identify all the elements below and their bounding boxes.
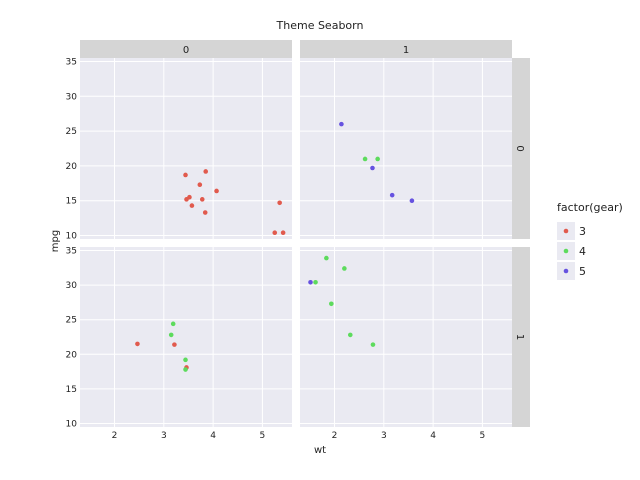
x-tick-label: 3 (161, 431, 167, 441)
legend-title: factor(gear) (557, 201, 623, 214)
data-point (277, 200, 282, 206)
data-point (272, 230, 278, 236)
y-tick-label: 35 (66, 57, 77, 67)
x-tick-label: 3 (381, 431, 387, 441)
row-strip (512, 58, 530, 239)
legend-marker (563, 268, 569, 274)
y-tick-label: 35 (66, 246, 77, 256)
data-point (329, 301, 334, 307)
data-point (214, 188, 219, 194)
column-strip-label: 0 (183, 45, 189, 56)
row-strip (512, 247, 530, 427)
data-point (183, 172, 188, 178)
data-point (308, 280, 313, 285)
column-strip (300, 40, 512, 58)
panel-background (300, 247, 512, 427)
x-tick-label: 5 (480, 431, 486, 441)
panel-background (300, 58, 512, 239)
x-tick-label: 5 (260, 431, 266, 441)
y-tick-label: 10 (66, 420, 78, 430)
x-tick-label: 4 (210, 431, 216, 441)
data-point (342, 266, 347, 271)
data-point (362, 156, 368, 162)
row-strip-label: 0 (514, 145, 525, 151)
data-point (187, 194, 192, 200)
row-strip-label: 1 (514, 334, 525, 340)
y-tick-label: 30 (66, 92, 78, 102)
data-point (197, 182, 203, 187)
legend-marker (563, 248, 569, 254)
x-tick-label: 2 (112, 431, 118, 441)
y-axis-label: mpg (50, 230, 61, 252)
data-point (339, 121, 344, 127)
legend-label: 4 (579, 245, 586, 258)
data-point (168, 332, 174, 338)
data-point (183, 357, 188, 363)
data-point (280, 230, 286, 236)
data-point (199, 197, 205, 202)
data-point (375, 156, 380, 162)
x-axis-label: wt (314, 445, 326, 456)
y-tick-label: 10 (66, 232, 78, 242)
data-point (370, 342, 376, 347)
data-point (370, 165, 375, 171)
data-point (347, 332, 353, 338)
y-tick-label: 25 (66, 127, 77, 137)
data-point (203, 169, 209, 174)
legend-label: 3 (579, 225, 586, 238)
y-tick-label: 30 (66, 281, 78, 291)
legend-label: 5 (579, 265, 586, 278)
data-point (170, 321, 176, 327)
data-point (313, 280, 318, 285)
x-tick-label: 2 (332, 431, 338, 441)
data-point (409, 198, 415, 204)
data-point (189, 203, 195, 208)
y-tick-label: 15 (66, 385, 77, 395)
y-tick-label: 15 (66, 197, 77, 207)
x-tick-label: 4 (430, 431, 436, 441)
data-point (183, 367, 188, 372)
y-tick-label: 20 (66, 350, 78, 360)
column-strip-label: 1 (403, 45, 409, 56)
y-tick-label: 20 (66, 162, 78, 172)
panel-background (80, 247, 292, 427)
data-point (202, 210, 208, 215)
y-tick-label: 25 (66, 316, 77, 326)
data-point (135, 341, 140, 347)
legend: factor(gear) 3 4 5 (557, 201, 623, 280)
column-strip (80, 40, 292, 58)
data-point (172, 342, 177, 347)
legend-marker (563, 228, 569, 234)
data-point (324, 255, 329, 261)
chart-title: Theme Seaborn (276, 19, 364, 32)
panel-background (80, 58, 292, 239)
data-point (389, 192, 395, 198)
